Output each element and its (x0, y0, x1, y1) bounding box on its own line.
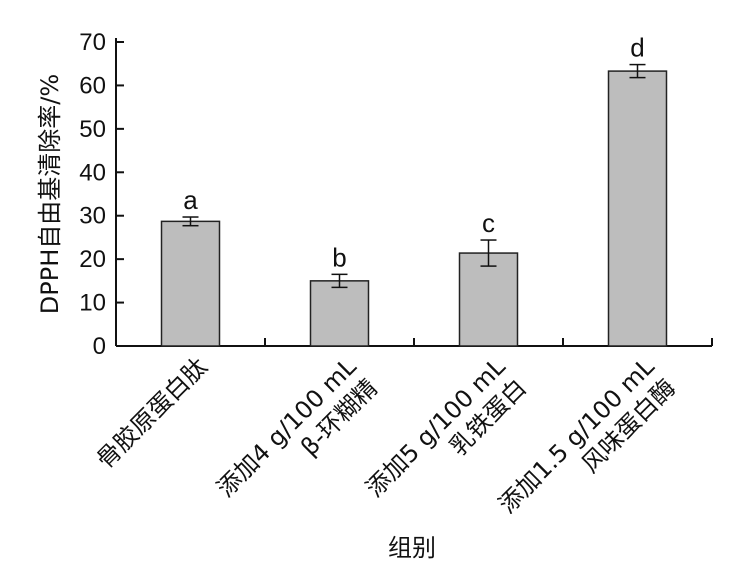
y-axis-title: DPPH自由基清除率/% (36, 74, 64, 314)
y-tick-label: 50 (79, 116, 106, 143)
y-tick-label: 60 (79, 72, 106, 99)
x-category-label: 骨胶原蛋白肽 (91, 352, 213, 474)
y-tick-label: 20 (79, 246, 106, 273)
plot-area: 0 10 20 30 40 50 60 70 a 骨胶原蛋白肽 b 添加4 g/100 mLβ-环糊精… (79, 29, 713, 540)
bar (160, 220, 221, 347)
x-category-label-line: 骨胶原蛋白肽 (91, 352, 213, 474)
bar (309, 280, 370, 347)
significance-label: a (183, 185, 198, 215)
x-category-label: 添加1.5 g/100 mL风味蛋白酶 (493, 352, 681, 540)
significance-label: d (630, 33, 644, 63)
y-tick-label: 10 (79, 290, 106, 317)
y-tick-label: 0 (93, 333, 106, 360)
y-tick-label: 30 (79, 203, 106, 230)
y-tick-label: 40 (79, 159, 106, 186)
bar (607, 70, 668, 347)
bar (458, 252, 519, 347)
significance-label: c (482, 208, 495, 238)
x-category-label: 添加4 g/100 mLβ-环糊精 (212, 352, 384, 524)
significance-label: b (332, 242, 346, 272)
y-tick-label: 70 (79, 29, 106, 56)
x-axis-title: 组别 (388, 534, 436, 562)
